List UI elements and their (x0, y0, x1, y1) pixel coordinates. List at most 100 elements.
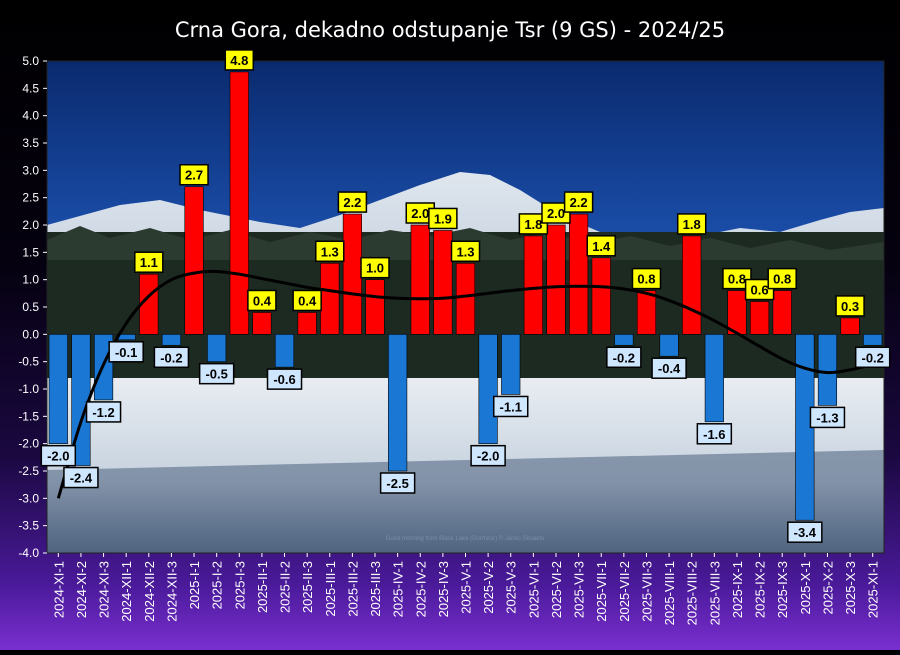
y-tick-label: 0.0 (22, 327, 39, 341)
y-tick-label: -1.5 (18, 409, 39, 423)
data-label-box (360, 256, 390, 279)
y-tick-label: -0.5 (18, 355, 39, 369)
watermark: Good morning from Black Lake (Durmitor) … (386, 535, 544, 542)
x-tick-label: 2025-IX-1 (730, 561, 745, 618)
x-tick-label: 2025-IV-2 (413, 561, 428, 617)
data-label-box (651, 357, 687, 379)
bar (636, 290, 657, 335)
bar (772, 290, 792, 335)
data-label-box (631, 267, 662, 290)
x-tick-label: 2025-X-3 (843, 561, 858, 614)
y-tick-label: -3.0 (18, 491, 39, 505)
data-label: -0.5 (205, 367, 227, 382)
trend-line (56, 269, 874, 499)
data-label-box (179, 163, 209, 186)
data-label: 2.2 (343, 195, 361, 210)
bar (342, 213, 362, 335)
data-label-box (134, 251, 164, 273)
bar (297, 312, 317, 335)
x-tick-label: 2024-XI-1 (51, 561, 66, 618)
x-tick-label: 2025-I-2 (210, 561, 225, 609)
x-tick-label: 2025-VII-3 (639, 561, 654, 622)
data-label-box (563, 191, 594, 213)
x-tick-label: 2025-VI-1 (526, 561, 541, 618)
bar (569, 213, 589, 335)
data-label: 0.8 (773, 272, 791, 287)
bar (252, 312, 272, 335)
bar (704, 334, 724, 423)
data-label: 4.8 (230, 53, 248, 68)
data-label: 2.7 (185, 168, 203, 183)
data-label: 1.1 (140, 255, 158, 270)
x-tick-label: 2025-III-2 (345, 561, 360, 617)
x-tick-label: 2024-XI-3 (97, 561, 112, 618)
data-labels: -2.0-2.4-1.2-0.11.1-0.22.7-0.54.80.4-0.6… (40, 49, 891, 543)
data-label: -0.2 (160, 350, 182, 365)
bar (863, 334, 883, 346)
data-label-box (337, 191, 368, 213)
data-label: 0.8 (728, 272, 746, 287)
x-tick-label: 2025-I-1 (187, 561, 202, 609)
data-label-box (108, 341, 144, 363)
data-label-box (292, 289, 322, 312)
data-label-box (379, 472, 416, 494)
data-label-box (85, 401, 122, 423)
data-label: 0.4 (298, 293, 317, 308)
y-tick-label: -2.5 (18, 464, 39, 478)
data-label-box (153, 346, 190, 369)
x-tick-label: 2025-VIII-1 (662, 561, 677, 625)
data-label-box (63, 466, 99, 489)
data-label-box (247, 289, 277, 312)
bar (817, 334, 838, 406)
data-label: 1.0 (366, 261, 384, 276)
x-tick-label: 2025-VII-2 (617, 561, 632, 622)
x-tick-label: 2025-V-1 (459, 561, 474, 614)
data-label: -2.0 (477, 449, 499, 464)
y-tick-label: 1.0 (22, 273, 39, 287)
x-tick-label: 2025-X-1 (798, 561, 813, 614)
trend-curve (56, 269, 874, 499)
y-tick-label: 5.0 (22, 54, 39, 68)
data-label: 2.2 (570, 195, 588, 210)
data-label: 1.8 (683, 217, 701, 232)
bar (433, 230, 453, 335)
data-label: 0.4 (253, 293, 272, 308)
data-label-box (541, 202, 571, 224)
y-tick-label: 4.5 (22, 81, 39, 95)
bar (478, 334, 498, 444)
data-label-box (428, 207, 458, 230)
data-label-box (835, 295, 865, 317)
chart-title: Crna Gora, dekadno odstupanje Tsr (9 GS)… (175, 18, 725, 42)
bar (207, 334, 227, 362)
data-label: -1.6 (703, 427, 725, 442)
x-tick-label: 2025-V-3 (504, 561, 519, 614)
data-label: 0.6 (751, 283, 769, 298)
bar (591, 257, 611, 335)
bars (48, 71, 883, 521)
x-tick-label: 2025-III-3 (368, 561, 383, 617)
x-tick-label: 2025-II-3 (300, 561, 315, 613)
x-tick-label: 2025-VIII-2 (685, 561, 700, 625)
data-label: 1.9 (434, 211, 452, 226)
data-label: 2.0 (547, 206, 565, 221)
x-tick-label: 2025-III-1 (323, 561, 338, 617)
bar (274, 334, 295, 368)
y-tick-label: 2.0 (22, 218, 39, 232)
x-tick-label: 2024-XII-1 (119, 561, 134, 622)
data-label-box (492, 395, 529, 418)
x-tick-label: 2025-IX-3 (775, 561, 790, 618)
data-label-box (224, 49, 255, 71)
x-tick-label: 2025-IV-3 (436, 561, 451, 617)
y-tick-label: 1.5 (22, 245, 39, 259)
bar (388, 334, 408, 472)
bar (750, 301, 770, 335)
x-tick-label: 2025-II-1 (255, 561, 270, 613)
data-label: 1.4 (592, 239, 611, 254)
y-tick-label: 0.5 (22, 300, 39, 314)
data-label: -1.2 (92, 405, 114, 420)
y-tick-label: 3.5 (22, 136, 39, 150)
x-tick-label: 2025-V-2 (481, 561, 496, 614)
data-label-box (586, 235, 616, 257)
x-tick-label: 2025-VIII-3 (707, 561, 722, 625)
bar (455, 262, 476, 335)
